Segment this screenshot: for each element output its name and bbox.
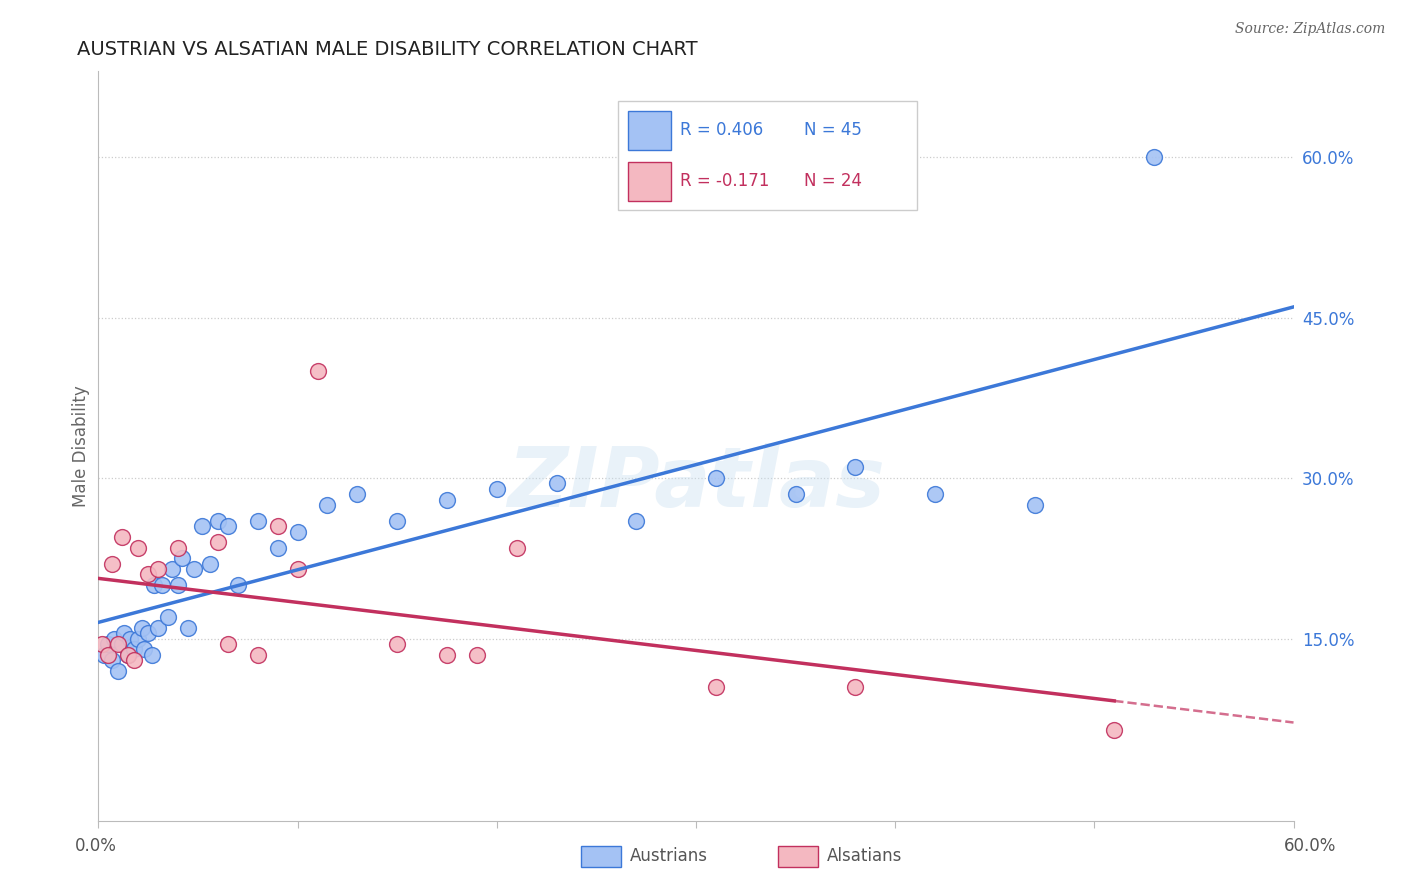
Point: [112, 626, 135, 640]
Point: [157, 610, 180, 624]
Point: [217, 637, 239, 651]
Point: [198, 557, 221, 571]
Point: [1024, 498, 1046, 512]
Point: [127, 541, 149, 555]
Text: N = 24: N = 24: [804, 172, 862, 190]
Point: [191, 519, 214, 533]
Point: [167, 541, 190, 555]
Point: [124, 642, 146, 657]
Point: [844, 460, 866, 475]
Point: [436, 648, 458, 662]
Point: [506, 541, 529, 555]
Text: Austrians: Austrians: [630, 847, 707, 865]
Point: [217, 519, 239, 533]
Point: [465, 648, 488, 662]
Point: [127, 632, 149, 646]
Text: 0.0%: 0.0%: [75, 837, 117, 855]
Point: [626, 514, 648, 528]
Point: [1104, 723, 1126, 737]
Point: [207, 535, 229, 549]
Text: Alsatians: Alsatians: [827, 847, 903, 865]
Point: [93, 648, 115, 662]
Point: [346, 487, 368, 501]
Point: [246, 648, 269, 662]
Text: AUSTRIAN VS ALSATIAN MALE DISABILITY CORRELATION CHART: AUSTRIAN VS ALSATIAN MALE DISABILITY COR…: [77, 40, 697, 59]
Point: [316, 498, 339, 512]
Point: [148, 621, 170, 635]
Point: [207, 514, 229, 528]
Text: Source: ZipAtlas.com: Source: ZipAtlas.com: [1234, 22, 1385, 37]
Point: [136, 626, 159, 640]
Point: [436, 492, 458, 507]
Text: R = 0.406: R = 0.406: [681, 121, 763, 139]
Point: [101, 557, 124, 571]
Point: [134, 642, 156, 657]
Point: [546, 476, 568, 491]
Point: [107, 664, 129, 678]
Y-axis label: Male Disability: Male Disability: [72, 385, 90, 507]
Point: [124, 653, 146, 667]
Point: [287, 524, 309, 539]
Text: N = 45: N = 45: [804, 121, 862, 139]
Point: [91, 637, 114, 651]
Point: [107, 637, 129, 651]
Point: [704, 680, 727, 694]
Point: [148, 562, 170, 576]
Point: [117, 648, 139, 662]
Point: [385, 637, 409, 651]
Point: [103, 632, 125, 646]
Point: [131, 621, 153, 635]
Point: [143, 578, 166, 592]
Text: R = -0.171: R = -0.171: [681, 172, 770, 190]
Point: [1143, 150, 1166, 164]
Point: [385, 514, 409, 528]
Point: [307, 364, 329, 378]
FancyBboxPatch shape: [628, 111, 671, 150]
Point: [117, 648, 139, 662]
Point: [101, 653, 124, 667]
Point: [172, 551, 194, 566]
Point: [120, 632, 142, 646]
Point: [97, 648, 120, 662]
Point: [246, 514, 269, 528]
Point: [111, 637, 134, 651]
Point: [844, 680, 866, 694]
Point: [183, 562, 205, 576]
Point: [485, 482, 508, 496]
Text: 60.0%: 60.0%: [1284, 837, 1337, 855]
Text: ZIPatlas: ZIPatlas: [508, 443, 884, 524]
Point: [97, 637, 120, 651]
Point: [785, 487, 807, 501]
FancyBboxPatch shape: [619, 102, 917, 210]
Point: [226, 578, 249, 592]
Point: [167, 578, 190, 592]
Point: [136, 567, 159, 582]
FancyBboxPatch shape: [628, 161, 671, 201]
Point: [141, 648, 163, 662]
Point: [267, 519, 290, 533]
Point: [704, 471, 727, 485]
Point: [287, 562, 309, 576]
Point: [160, 562, 183, 576]
Point: [267, 541, 290, 555]
Point: [150, 578, 173, 592]
Point: [924, 487, 946, 501]
Point: [177, 621, 200, 635]
Point: [111, 530, 134, 544]
